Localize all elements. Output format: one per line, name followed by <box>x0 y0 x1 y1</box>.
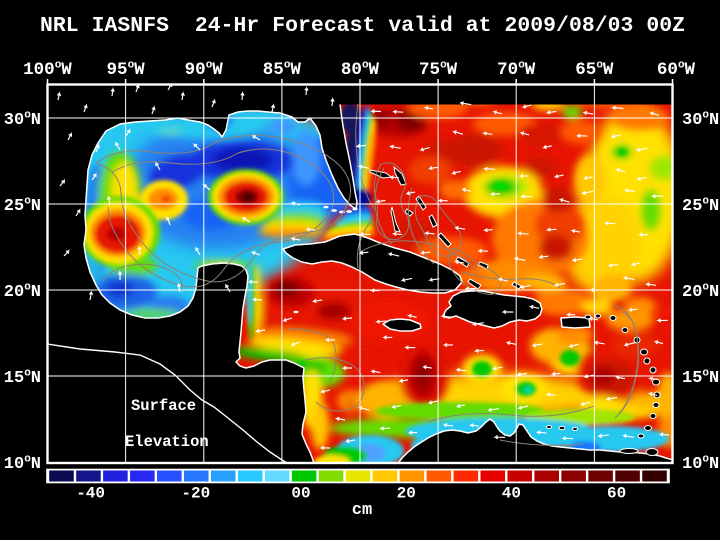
svg-text:100oW: 100oW <box>23 59 72 80</box>
svg-text:15oN: 15oN <box>4 368 41 389</box>
svg-text:10oN: 10oN <box>682 454 719 475</box>
svg-text:20oN: 20oN <box>682 282 719 303</box>
svg-text:20: 20 <box>397 485 416 503</box>
svg-text:30oN: 30oN <box>682 110 719 131</box>
svg-text:85oW: 85oW <box>263 59 302 80</box>
svg-text:-20: -20 <box>181 485 210 503</box>
svg-text:80oW: 80oW <box>341 59 380 80</box>
svg-text:NRL IASNFS 24-Hr Forecast val: NRL IASNFS 24-Hr Forecast valid at 2009/… <box>40 14 685 38</box>
svg-text:25oN: 25oN <box>682 196 719 217</box>
svg-text:75oW: 75oW <box>419 59 458 80</box>
svg-text:25oN: 25oN <box>4 196 41 217</box>
svg-text:70oW: 70oW <box>497 59 536 80</box>
svg-text:60oW: 60oW <box>657 59 696 80</box>
svg-text:cm: cm <box>352 501 372 520</box>
svg-text:95oW: 95oW <box>107 59 146 80</box>
svg-text:40: 40 <box>502 485 521 503</box>
svg-text:10oN: 10oN <box>4 454 41 475</box>
svg-text:Elevation: Elevation <box>125 433 209 451</box>
svg-text:-40: -40 <box>76 485 105 503</box>
svg-text:20oN: 20oN <box>4 282 41 303</box>
svg-text:15oN: 15oN <box>682 368 719 389</box>
svg-text:90oW: 90oW <box>185 59 224 80</box>
svg-text:Surface: Surface <box>131 397 196 415</box>
svg-text:65oW: 65oW <box>575 59 614 80</box>
svg-text:60: 60 <box>607 485 626 503</box>
svg-text:00: 00 <box>291 485 310 503</box>
svg-text:30oN: 30oN <box>4 110 41 131</box>
